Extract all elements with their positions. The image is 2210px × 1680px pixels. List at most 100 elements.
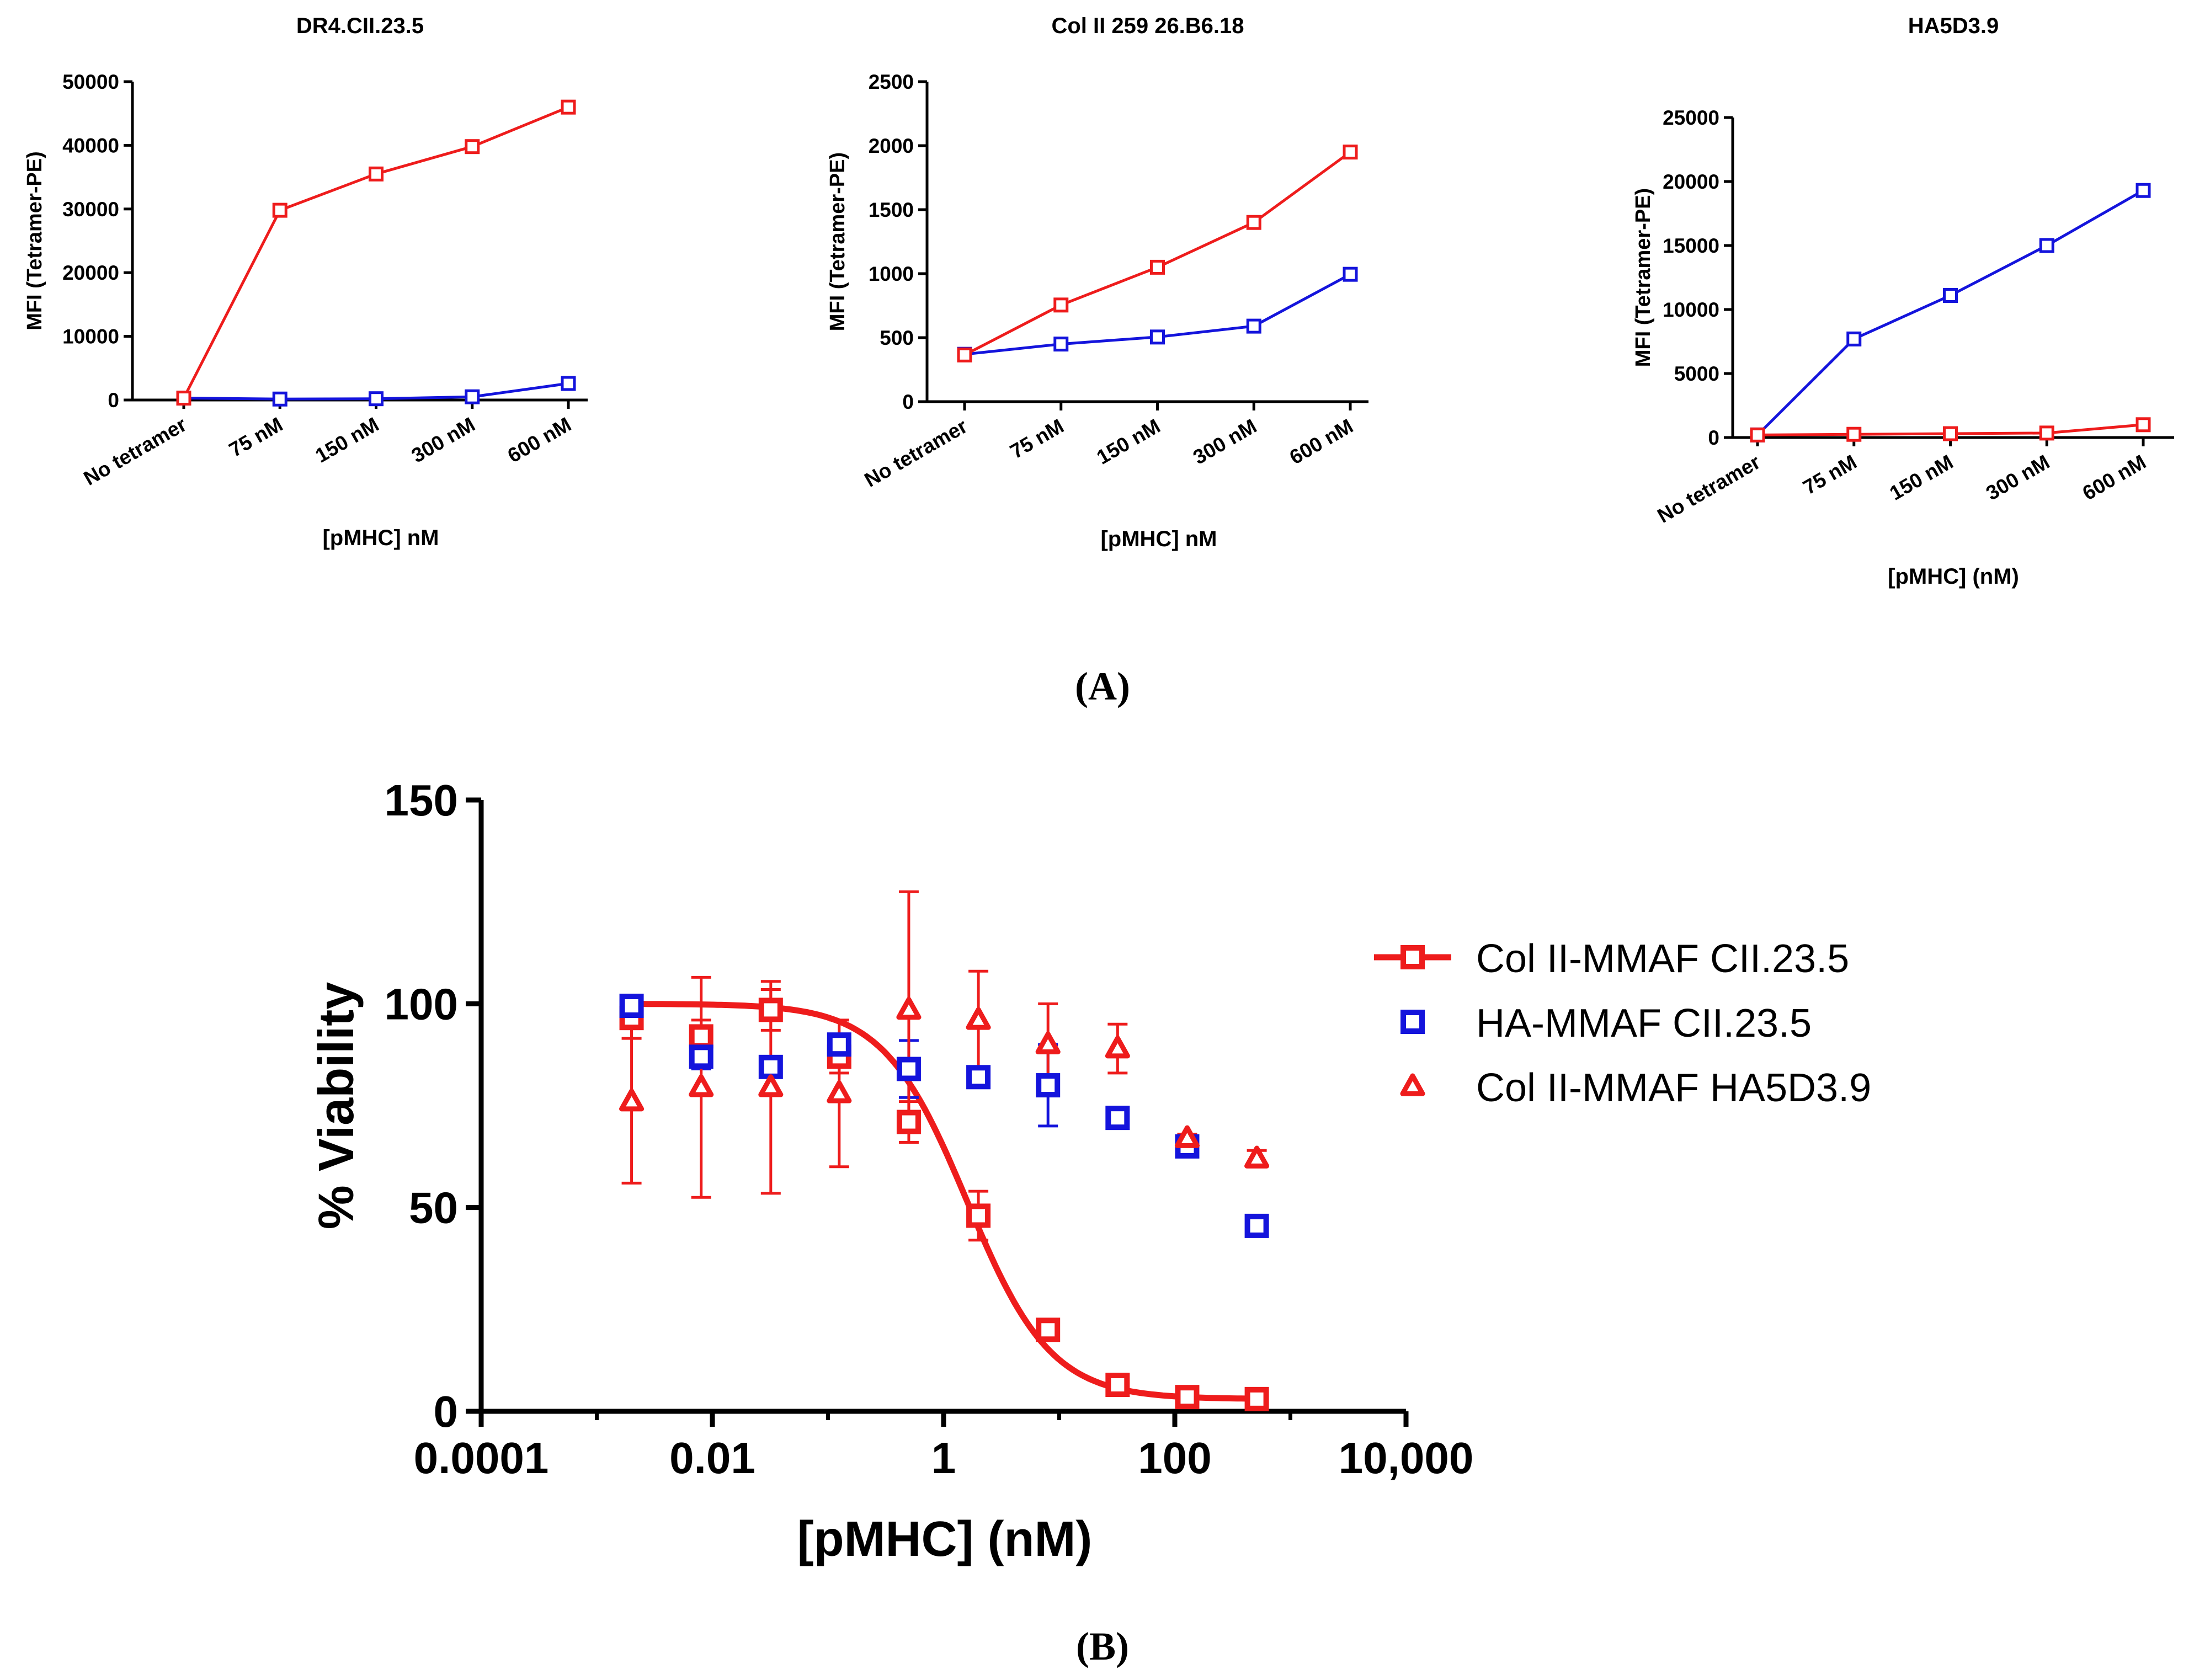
x-tick-label: 100	[1138, 1433, 1211, 1482]
data-point-red	[369, 166, 384, 182]
x-tick-label: 600 nM	[1286, 414, 1357, 468]
y-axis-label: MFI (Tetramer-PE)	[23, 151, 46, 330]
y-tick-label: 0	[434, 1387, 459, 1436]
legend-label: Col II-MMAF HA5D3.9	[1476, 1066, 1871, 1110]
y-axis-label: MFI (Tetramer-PE)	[1632, 188, 1655, 367]
x-tick-label: 75 nM	[1006, 414, 1067, 463]
x-tick-label: 1	[931, 1433, 956, 1482]
x-tick-label: 10,000	[1339, 1433, 1474, 1482]
x-tick-label: 600 nM	[2079, 450, 2150, 504]
x-tick-label: 600 nM	[504, 413, 575, 467]
y-tick-label: 1500	[869, 199, 914, 221]
data-point-red	[2136, 417, 2151, 433]
data-point-blue	[1246, 318, 1261, 334]
x-tick-label: 150 nM	[1093, 414, 1164, 468]
data-point-2	[1174, 1125, 1200, 1148]
x-tick-label: 75 nM	[225, 413, 286, 461]
legend-label: Col II-MMAF CII.23.5	[1476, 937, 1849, 981]
x-tick-label: 75 nM	[1799, 450, 1860, 499]
data-point-red	[1846, 426, 1862, 442]
y-axis-label: % Viability	[309, 982, 364, 1230]
y-tick-label: 30000	[62, 198, 119, 221]
data-point-1	[1036, 1073, 1061, 1098]
data-point-0	[1244, 1386, 1269, 1411]
y-tick-label: 150	[385, 776, 458, 825]
legend-marker	[1400, 945, 1425, 969]
y-tick-label: 15000	[1663, 234, 1719, 257]
data-point-red	[1150, 259, 1165, 275]
data-point-red	[2039, 425, 2054, 441]
y-tick-label: 0	[108, 389, 119, 412]
data-point-blue	[1846, 331, 1862, 346]
x-tick-label: No tetramer	[861, 414, 971, 491]
data-point-blue	[2136, 183, 2151, 198]
chart-col-ii-259: Col II 259 26.B6.18 0 500 1000 1500 2000 2500 N…	[826, 14, 1368, 551]
legend-marker	[1400, 1010, 1425, 1034]
y-tick-label: 100	[385, 979, 458, 1028]
data-point-1	[1105, 1106, 1130, 1130]
data-point-1	[619, 994, 644, 1018]
chart-dr4-cii-23-5: DR4.CII.23.5 0 10000 20000 30000 40000 50000 No…	[23, 14, 588, 550]
y-tick-label: 2000	[869, 135, 914, 157]
data-point-1	[896, 1057, 921, 1081]
x-axis-label: [pMHC] (nM)	[1888, 564, 2019, 589]
data-point-0	[966, 1203, 991, 1228]
chart-title: HA5D3.9	[1908, 14, 1999, 38]
y-tick-label: 10000	[62, 326, 119, 348]
y-tick-label: 0	[1708, 426, 1719, 449]
y-tick-label: 20000	[62, 262, 119, 284]
data-point-2	[689, 1074, 714, 1097]
data-point-2	[619, 1089, 645, 1112]
panel-label-b: (B)	[1076, 1624, 1129, 1668]
data-point-1	[758, 1054, 783, 1079]
data-point-2	[1105, 1036, 1130, 1059]
y-tick-label: 20000	[1663, 170, 1719, 193]
data-point-2	[758, 1074, 784, 1097]
data-point-blue	[369, 391, 384, 407]
x-tick-label: 150 nM	[1886, 450, 1957, 504]
chart-ha5d3-9: HA5D3.9 0 5000 10000 15000 20000 25000 No tetra…	[1632, 14, 2174, 589]
data-point-1	[689, 1044, 713, 1069]
data-point-0	[1036, 1318, 1061, 1342]
chart-title: Col II 259 26.B6.18	[1051, 14, 1244, 38]
data-point-2	[1244, 1145, 1270, 1169]
chart-title: DR4.CII.23.5	[296, 14, 424, 38]
y-tick-label: 5000	[1674, 362, 1719, 385]
data-point-red	[1943, 426, 1958, 441]
series-line-blue	[1756, 189, 2144, 436]
data-point-blue	[2039, 238, 2054, 253]
x-tick-label: No tetramer	[1654, 450, 1764, 527]
data-point-blue	[1150, 329, 1165, 345]
data-point-1	[1244, 1213, 1269, 1238]
panel-label-a: (A)	[1075, 664, 1130, 708]
data-point-0	[1175, 1385, 1200, 1410]
y-tick-label: 500	[880, 327, 914, 349]
data-point-0	[758, 998, 783, 1022]
data-point-blue	[561, 376, 576, 391]
chart-viability: 0 50 100 150 0.0001 0.01 1 100 10,000 % Viability…	[309, 776, 1871, 1567]
data-point-blue	[1053, 337, 1069, 352]
y-tick-label: 40000	[62, 134, 119, 157]
y-tick-label: 2500	[869, 71, 914, 93]
data-point-2	[827, 1080, 852, 1103]
data-point-red	[561, 99, 576, 115]
data-point-2	[1035, 1031, 1061, 1054]
data-point-1	[827, 1032, 851, 1057]
x-tick-label: No tetramer	[80, 413, 190, 489]
data-point-blue	[465, 389, 480, 404]
data-point-0	[689, 1024, 713, 1049]
legend-label: HA-MMAF CII.23.5	[1476, 1001, 1812, 1046]
x-tick-label: 300 nM	[1982, 450, 2053, 504]
data-point-blue	[272, 391, 287, 407]
data-point-blue	[1943, 287, 1958, 303]
x-tick-label: 300 nM	[408, 413, 479, 467]
y-tick-label: 25000	[1663, 106, 1719, 129]
y-tick-label: 50000	[62, 71, 119, 93]
data-point-2	[896, 996, 922, 1020]
data-point-red	[1053, 297, 1069, 313]
data-point-red	[1246, 215, 1261, 230]
series-line-red	[963, 151, 1351, 356]
series-line-red	[182, 105, 569, 399]
legend-marker	[1400, 1073, 1425, 1096]
y-axis-label: MFI (Tetramer-PE)	[826, 152, 849, 331]
